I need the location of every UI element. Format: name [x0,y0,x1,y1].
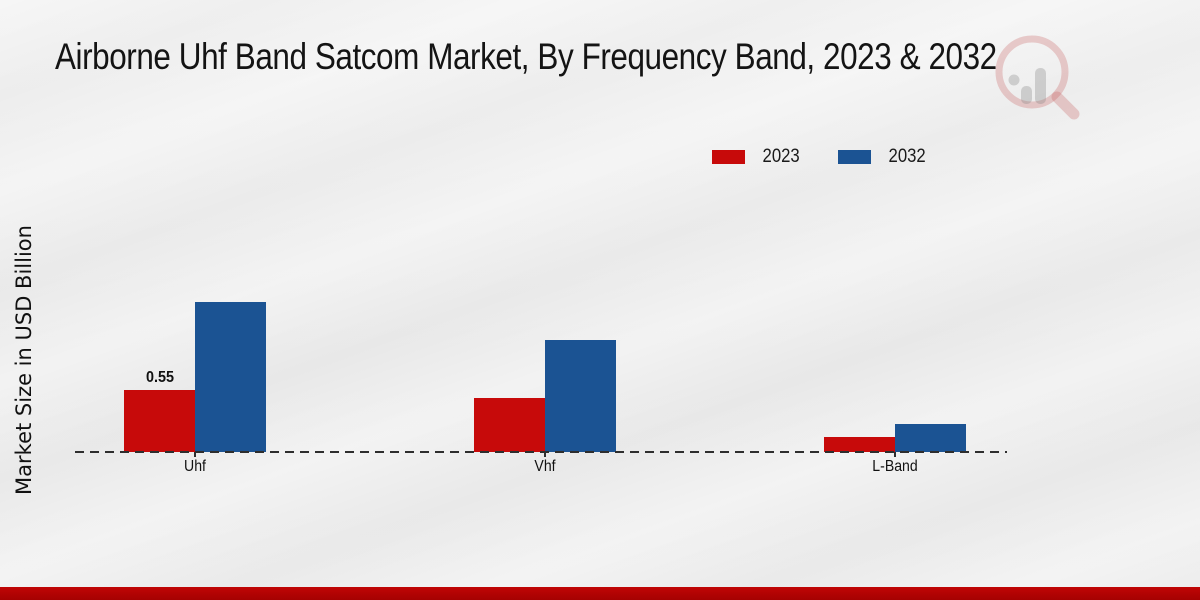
bar-2023-Vhf [474,398,545,452]
legend-swatch-2023 [712,150,745,164]
bar-2032-Uhf [195,302,266,452]
chart-title: Airborne Uhf Band Satcom Market, By Freq… [55,36,1163,78]
category-label-Vhf: Vhf [534,458,556,475]
legend-item-2023: 2023 [712,146,802,168]
legend: 2023 2032 [712,146,965,168]
x-axis-baseline [75,451,1007,453]
category-label-Uhf: Uhf [184,458,206,475]
category-label-L-Band: L-Band [872,458,918,475]
x-axis-tick-Uhf [194,452,196,457]
magnifier-bar-chart-logo-icon [995,35,1080,120]
x-axis-tick-L-Band [894,452,896,457]
bar-2032-Vhf [545,340,616,452]
footer-stripe [0,587,1200,600]
legend-label-2023: 2023 [762,146,800,167]
y-axis-label: Market Size in USD Billion [12,225,36,495]
bar-2023-Uhf [124,390,195,452]
legend-label-2032: 2032 [888,146,927,167]
bar-2023-L-Band [824,437,895,452]
legend-item-2032: 2032 [838,146,928,168]
x-axis-tick-Vhf [544,452,546,457]
legend-swatch-2032 [838,150,872,164]
bar-2032-L-Band [895,424,966,452]
chart-title-text: Airborne Uhf Band Satcom Market, By Freq… [55,36,997,77]
bar-value-label-Uhf-2023: 0.55 [145,369,174,386]
